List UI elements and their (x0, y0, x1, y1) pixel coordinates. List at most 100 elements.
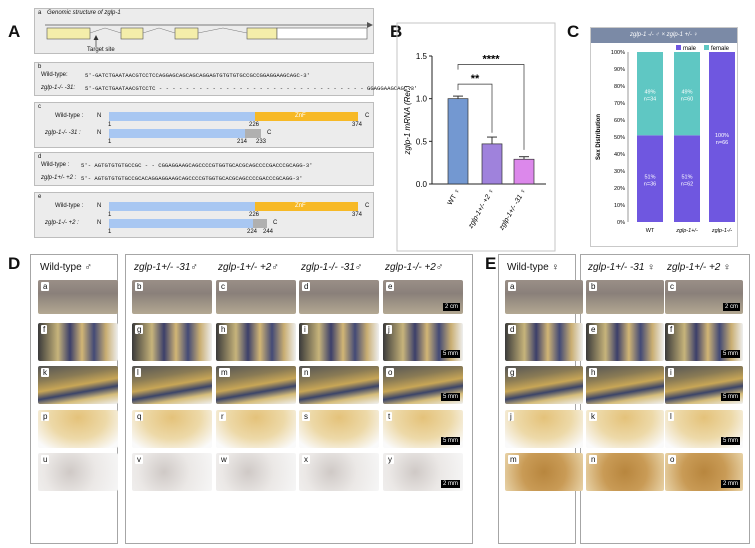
legend-male: male (683, 46, 697, 52)
pos-1b: 1 (108, 139, 112, 145)
mut31-sequence: 5'-GATCTGAATAACGTCCTC - - - - - - - - - … (85, 85, 418, 92)
photo-letter: c (668, 282, 676, 291)
mut2-seq-label: zglp-1+/- +2 : (41, 175, 77, 181)
y-tick-label: 70% (614, 101, 625, 107)
y-tick-label: 10% (614, 203, 625, 209)
photo-letter: o (668, 455, 677, 464)
y-tick-label: 0.0 (416, 180, 428, 189)
wt-sequence-d: 5'- AGTGTGTGTGCCGC - - CGGAGGAAGCAGCCCCG… (81, 162, 313, 169)
n-terminus-mut-e: N (97, 220, 102, 226)
sub-e-letter: e (38, 194, 42, 200)
photo-letter: q (135, 412, 144, 421)
photo-letter: u (41, 455, 50, 464)
wt-protein-label: Wild-type : (55, 113, 84, 119)
specimen-photo: g (132, 323, 212, 361)
gene-structure-diagram (45, 22, 373, 47)
specimen-photo: c 2 cm (665, 280, 743, 314)
scale-bar: 5 mm (441, 437, 460, 445)
c-terminus-mut: C (267, 130, 272, 136)
specimen-photo: m (505, 453, 583, 491)
c-terminus-mut-e: C (273, 220, 278, 226)
pos-244: 244 (263, 229, 274, 235)
mut31-frameshift (245, 129, 261, 138)
scale-bar: 5 mm (721, 350, 740, 358)
specimen-photo: b (132, 280, 212, 314)
x-tick-label: WT (646, 228, 655, 234)
pos-224: 224 (247, 229, 258, 235)
male-label: n=66 (716, 140, 728, 146)
male-label: n=62 (681, 182, 693, 188)
bar-0 (447, 98, 469, 185)
photo-letter: k (41, 368, 49, 377)
mut2-frameshift (253, 219, 267, 228)
specimen-photo: x (299, 453, 379, 491)
mut31-seq-label: zglp-1-/- -31: (41, 85, 76, 91)
photo-letter: d (302, 282, 311, 291)
pos-226-e: 226 (249, 212, 260, 218)
specimen-photo: h (586, 366, 664, 404)
photo-letter: a (41, 282, 50, 291)
column-header: zglp-1+/- +2♂ (218, 262, 279, 273)
sub-c-letter: c (38, 104, 41, 110)
mut31-protein-label: zglp-1-/- -31 : (45, 130, 81, 136)
specimen-photo: v (132, 453, 212, 491)
y-tick-label: 80% (614, 84, 625, 90)
photo-letter: j (386, 325, 392, 334)
dna-sequence-box-b: b Wild-type: 5'-GATCTGAATAACGTCCTCCAGGAG… (34, 62, 417, 96)
scale-bar: 5 mm (441, 393, 460, 401)
specimen-photo: l 5 mm (665, 410, 743, 448)
specimen-photo: e (586, 323, 664, 361)
panel-label-e: E (485, 254, 497, 273)
photo-letter: g (135, 325, 144, 334)
c-terminus: C (365, 113, 370, 119)
photo-letter: n (589, 455, 598, 464)
scale-bar: 5 mm (441, 350, 460, 358)
bracket-1 (457, 83, 493, 133)
specimen-photo: n (586, 453, 664, 491)
y-tick-label: 90% (614, 67, 625, 73)
legend-swatch-female (704, 45, 709, 50)
wt-seq-label-d: Wild-type : (41, 162, 70, 168)
panel-label-d: D (8, 254, 21, 273)
specimen-photo: g (505, 366, 583, 404)
bar-male-1 (674, 135, 700, 222)
wt-seq-label: Wild-type: (41, 72, 68, 78)
photo-letter: p (41, 412, 50, 421)
target-site-label: Target site (87, 47, 115, 53)
y-tick-label: 0.5 (416, 137, 428, 146)
y-tick-label: 1.0 (416, 95, 428, 104)
female-label: n=34 (644, 97, 656, 103)
mut2-protein-label: zglp-1-/- +2 : (45, 220, 79, 226)
column-header: zglp-1-/- -31♂ (301, 262, 363, 273)
specimen-photo: h (216, 323, 296, 361)
column-header: Wild-type ♂ (40, 262, 92, 273)
bar-male-0 (637, 135, 663, 222)
specimen-photo: y 2 mm (383, 453, 463, 491)
znf-domain: ZnF (255, 112, 358, 121)
y-tick-label: 40% (614, 152, 625, 158)
chart-b-frame (396, 22, 556, 252)
photo-letter: w (219, 455, 229, 464)
x-tick-label: zglp-1-/- (711, 228, 732, 234)
mut2-protein-bar (109, 219, 253, 228)
male-label: 100% (715, 133, 729, 139)
specimen-photo: j (505, 410, 583, 448)
specimen-photo: i (299, 323, 379, 361)
wt-sequence: 5'-GATCTGAATAACGTCCTCCAGGAGCAGCAGCAGGAGT… (85, 72, 310, 79)
protein-structure-box-c: c Wild-type : N ZnF C 1 226 374 zglp-1-/… (34, 102, 374, 148)
pos-1-e2: 1 (108, 229, 112, 235)
specimen-photo: f 5 mm (665, 323, 743, 361)
scale-bar: 5 mm (721, 393, 740, 401)
photo-letter: t (386, 412, 393, 421)
pos-374-e: 374 (352, 212, 363, 218)
y-axis-label: Sex Distribution (596, 114, 602, 160)
photo-letter: l (135, 368, 141, 377)
pos-226: 226 (249, 122, 260, 128)
pos-1: 1 (108, 122, 112, 128)
photo-letter: k (589, 412, 597, 421)
x-tick-label: WT ♀ (447, 188, 462, 207)
photo-letter: b (589, 282, 598, 291)
pos-1-e: 1 (108, 212, 112, 218)
photo-letter: e (386, 282, 395, 291)
photo-letter: f (668, 325, 675, 334)
